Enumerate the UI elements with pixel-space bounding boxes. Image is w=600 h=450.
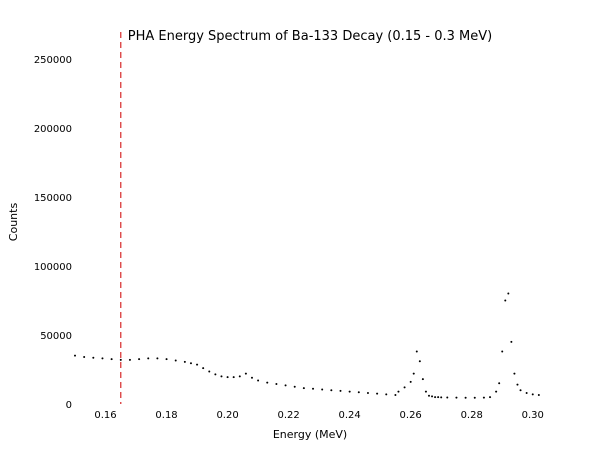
data-point <box>409 380 412 383</box>
data-point <box>189 362 192 365</box>
data-point <box>507 292 510 295</box>
data-point <box>504 299 507 302</box>
data-point <box>412 372 415 375</box>
data-point <box>196 363 199 366</box>
data-point <box>244 372 247 375</box>
data-point <box>366 391 369 394</box>
data-point <box>513 372 516 375</box>
data-point <box>394 394 397 397</box>
data-point <box>321 388 324 391</box>
data-point <box>501 350 504 353</box>
y-tick-label: 0 <box>66 400 72 411</box>
data-point <box>431 395 434 398</box>
data-point <box>489 396 492 399</box>
data-point <box>284 384 287 387</box>
chart-title: PHA Energy Spectrum of Ba-133 Decay (0.1… <box>128 29 493 44</box>
data-point <box>376 392 379 395</box>
data-point <box>214 373 217 376</box>
data-point <box>330 389 333 392</box>
data-point <box>275 382 278 385</box>
data-point <box>415 350 418 353</box>
data-point <box>464 396 467 399</box>
data-point <box>516 383 519 386</box>
y-tick-label: 150000 <box>34 193 72 204</box>
data-point <box>74 354 76 357</box>
data-point <box>418 360 421 363</box>
data-point <box>498 382 501 385</box>
data-point <box>110 358 113 361</box>
data-point <box>202 367 205 370</box>
data-point <box>421 378 424 381</box>
y-axis-ticks: 0 50000 100000 150000 200000 250000 <box>34 55 72 411</box>
x-tick-label: 0.26 <box>400 410 422 421</box>
data-point <box>519 389 522 392</box>
data-point <box>312 387 315 390</box>
data-point <box>397 390 400 393</box>
data-point <box>293 385 296 388</box>
data-point <box>266 381 269 384</box>
data-point <box>183 360 186 363</box>
data-points <box>74 292 540 399</box>
x-tick-label: 0.16 <box>94 410 116 421</box>
data-point <box>220 375 223 378</box>
data-point <box>250 376 253 379</box>
data-point <box>339 389 342 392</box>
data-point <box>156 357 159 360</box>
data-point <box>525 391 528 394</box>
data-point <box>232 376 235 379</box>
data-point <box>434 396 437 399</box>
x-axis-label: Energy (MeV) <box>273 428 347 441</box>
data-point <box>302 387 305 390</box>
data-point <box>138 358 141 361</box>
data-point <box>427 394 430 397</box>
data-point <box>537 394 540 397</box>
data-point <box>437 396 440 399</box>
y-axis-label: Counts <box>7 203 20 242</box>
x-tick-label: 0.22 <box>277 410 299 421</box>
data-point <box>208 370 211 373</box>
data-point <box>226 376 229 379</box>
y-tick-label: 50000 <box>40 331 72 342</box>
data-point <box>424 390 427 393</box>
data-point <box>446 396 449 399</box>
data-point <box>92 356 95 359</box>
data-point <box>473 396 476 399</box>
x-tick-label: 0.20 <box>216 410 238 421</box>
data-point <box>348 390 351 393</box>
data-point <box>403 386 406 389</box>
data-point <box>174 359 177 362</box>
data-point <box>238 375 241 378</box>
data-point <box>147 357 150 360</box>
data-point <box>101 357 104 360</box>
x-axis-ticks: 0.16 0.18 0.20 0.22 0.24 0.26 0.28 0.30 <box>94 410 543 421</box>
data-point <box>482 396 485 399</box>
data-point <box>83 356 86 359</box>
data-point <box>165 358 168 361</box>
data-point <box>385 393 388 396</box>
data-point <box>440 396 443 399</box>
data-point <box>510 340 513 343</box>
data-point <box>128 358 131 361</box>
x-tick-label: 0.24 <box>339 410 361 421</box>
x-tick-label: 0.28 <box>461 410 483 421</box>
x-tick-label: 0.18 <box>155 410 177 421</box>
data-point <box>455 396 458 399</box>
x-tick-label: 0.30 <box>522 410 544 421</box>
y-tick-label: 250000 <box>34 55 72 66</box>
data-point <box>119 358 122 361</box>
y-tick-label: 100000 <box>34 262 72 273</box>
data-point <box>531 393 534 396</box>
data-point <box>357 391 360 394</box>
data-point <box>257 379 260 382</box>
y-tick-label: 200000 <box>34 124 72 135</box>
data-point <box>495 390 498 393</box>
